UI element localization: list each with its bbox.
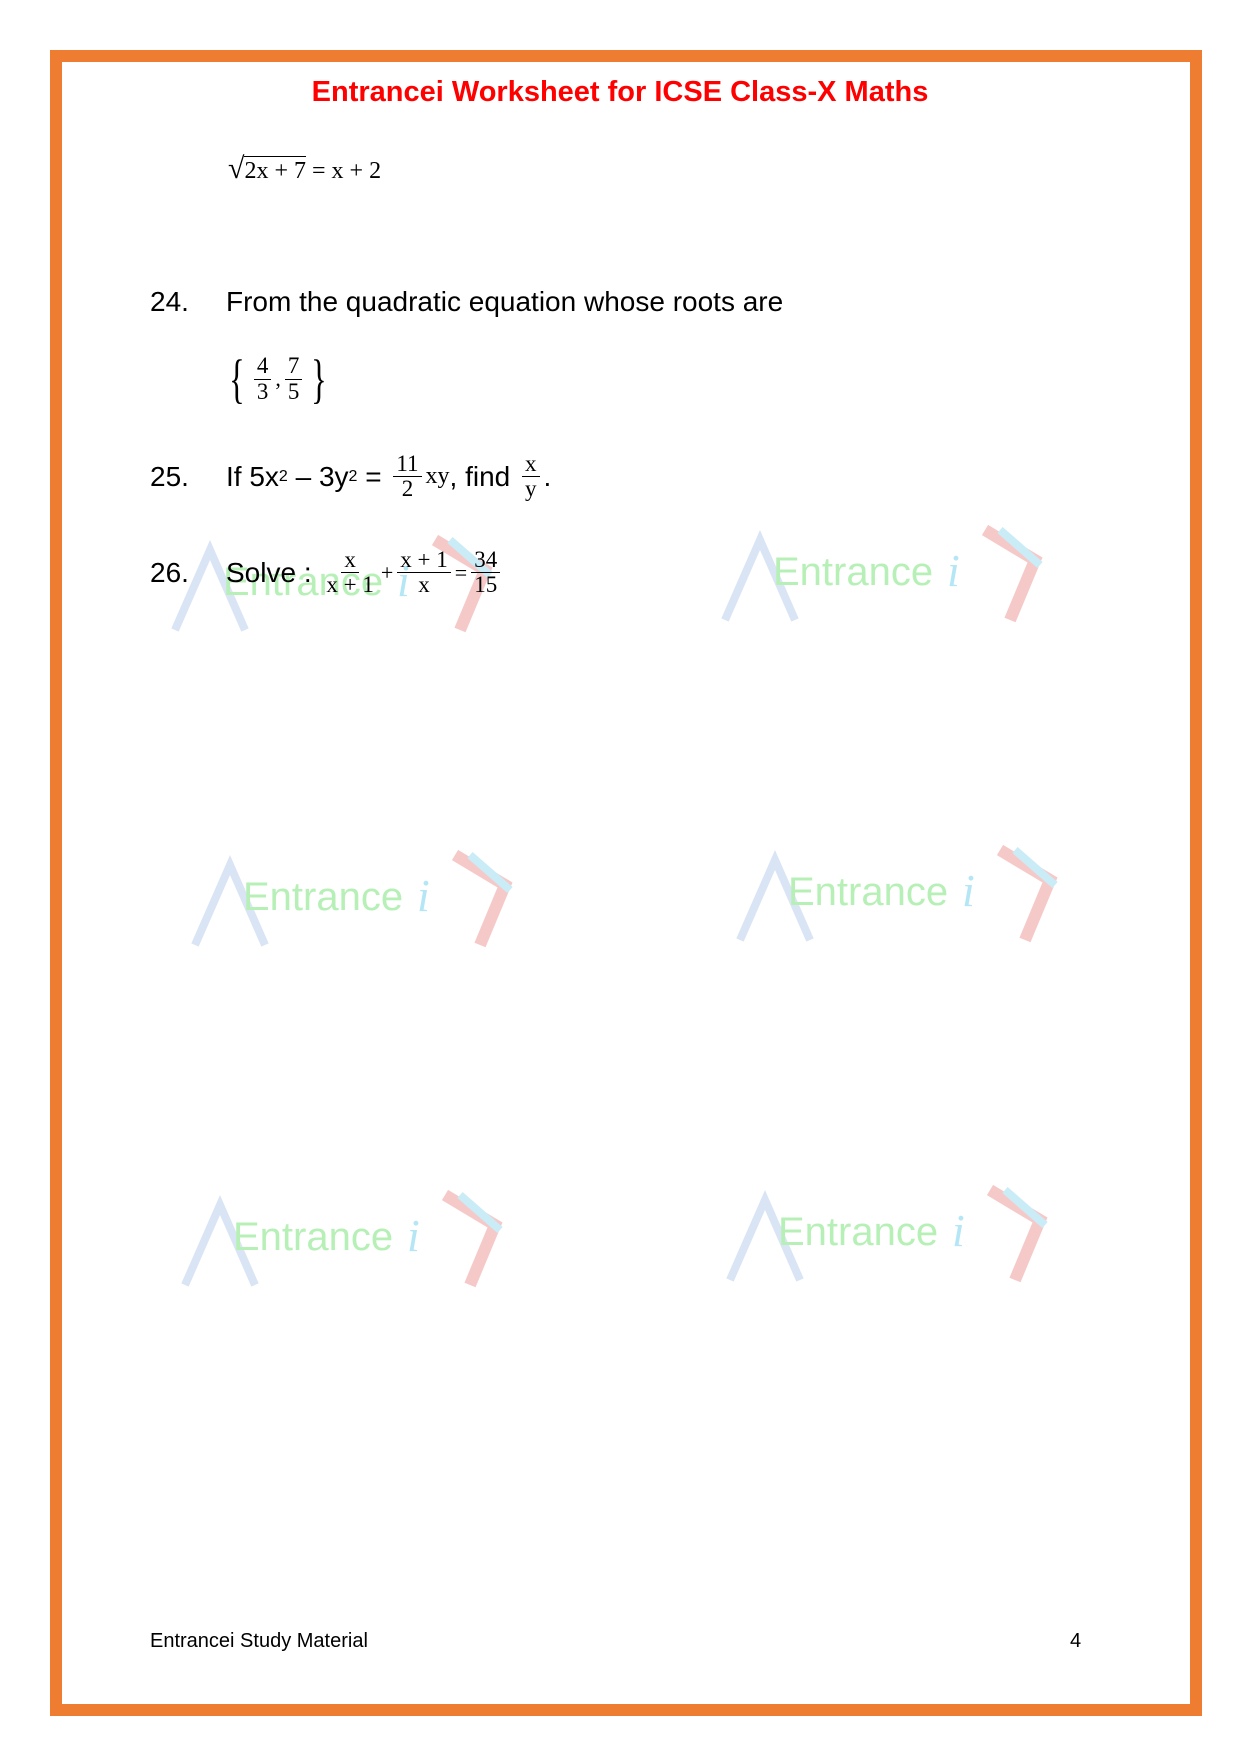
footer-label: Entrancei Study Material [150, 1630, 368, 1652]
sqrt-icon: √ [228, 152, 245, 185]
question-number: 24. [150, 286, 189, 317]
fraction: x + 1 x [397, 547, 451, 598]
root-fraction: 4 3 [253, 354, 272, 404]
question-26: 26. Solve : x x + 1 + x + 1 x = 34 15 [150, 547, 504, 598]
fraction-numerator: x [341, 547, 359, 574]
page-number: 4 [1070, 1630, 1082, 1652]
exponent: 2 [348, 467, 358, 485]
fraction-denominator: 15 [474, 572, 498, 598]
fraction-numerator: x [522, 451, 540, 478]
fraction: x y [522, 451, 540, 502]
exponent: 2 [278, 467, 288, 485]
fraction-denominator: 2 [401, 476, 414, 502]
question-number: 26. [150, 556, 189, 588]
fraction-numerator: 34 [471, 547, 501, 574]
left-brace-icon: { [229, 349, 245, 409]
fraction-numerator: 7 [284, 354, 303, 380]
expr-part: xy [425, 463, 450, 490]
fraction-denominator: 3 [256, 378, 269, 404]
operator: = [454, 559, 468, 585]
fraction-denominator: 5 [287, 378, 300, 404]
page-title: Entrancei Worksheet for ICSE Class-X Mat… [311, 76, 929, 108]
fraction-denominator: x + 1 [326, 572, 374, 598]
expr-part: , find [449, 460, 518, 492]
question-text: From the quadratic equation whose roots … [226, 286, 784, 317]
right-brace-icon: } [311, 349, 328, 409]
fraction: x x + 1 [323, 547, 376, 598]
fraction: 34 15 [471, 547, 501, 598]
separator: , [275, 366, 281, 391]
question-25: 25. If 5x 2 – 3y 2 = 11 2 xy , find x y . [150, 451, 552, 502]
root-fraction: 7 5 [284, 354, 303, 404]
fraction-denominator: y [525, 476, 537, 502]
operator: + [380, 559, 394, 585]
fraction-numerator: 11 [393, 451, 422, 478]
fraction-denominator: x [418, 572, 430, 598]
radicand: 2x + 7 [244, 156, 307, 184]
fraction-numerator: 4 [253, 354, 272, 380]
roots-set: { 4 3 , 7 5 } [224, 352, 332, 406]
equation-rhs: = x + 2 [312, 158, 382, 184]
fraction: 11 2 [393, 451, 422, 502]
expr-part: – 3y [287, 460, 349, 492]
question-number: 25. [150, 460, 189, 492]
fraction-numerator: x + 1 [397, 547, 451, 574]
equation-sqrt: √2x + 7 = x + 2 [228, 152, 381, 186]
page-border [50, 50, 1202, 1716]
expr-part: If 5x [226, 460, 279, 492]
question-text: Solve : [226, 556, 320, 588]
question-24: 24. From the quadratic equation whose roo… [150, 286, 783, 318]
expr-part: . [543, 460, 552, 492]
expr-part: = [357, 460, 390, 492]
